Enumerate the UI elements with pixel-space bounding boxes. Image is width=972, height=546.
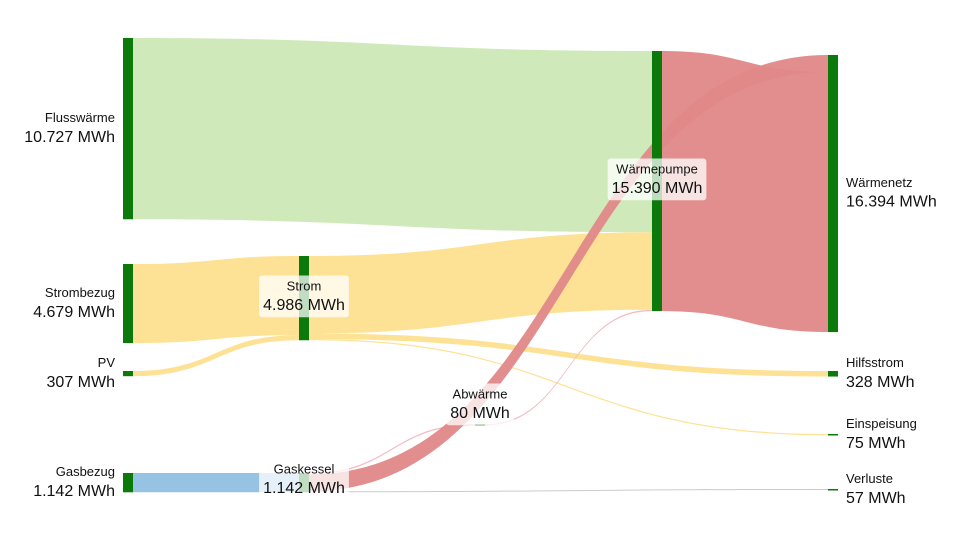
node-label: Strombezug 4.679 MWh [33, 285, 115, 321]
node-label: Gasbezug 1.142 MWh [33, 464, 115, 500]
node-bar [123, 473, 133, 493]
node-label: Verluste 57 MWh [846, 471, 906, 507]
node-value: 80 MWh [450, 405, 510, 422]
node-value: 1.142 MWh [263, 480, 345, 497]
node-name: Strom [287, 278, 322, 293]
node-name: Abwärme [453, 386, 508, 401]
node-name: Strombezug [45, 285, 115, 300]
node-value: 307 MWh [47, 374, 115, 391]
links [133, 38, 828, 493]
node-bar [123, 371, 133, 377]
link [133, 473, 299, 493]
node-name: Einspeisung [846, 416, 917, 431]
node-label: Einspeisung 75 MWh [846, 416, 917, 452]
node-value: 4.679 MWh [33, 304, 115, 321]
link [133, 335, 299, 377]
node-name: Gaskessel [274, 461, 335, 476]
node-value: 4.986 MWh [263, 297, 345, 314]
label-background [259, 458, 349, 501]
node-name: Wärmenetz [846, 175, 912, 190]
node-value: 15.390 MWh [612, 180, 703, 197]
node-label: Flusswärme 10.727 MWh [24, 110, 115, 146]
link [309, 424, 475, 475]
node-label: Wärmenetz 16.394 MWh [846, 175, 937, 211]
node-bar [828, 55, 838, 333]
node-name: Verluste [846, 471, 893, 486]
node-name: Gasbezug [56, 464, 115, 479]
node-value: 1.142 MWh [33, 483, 115, 500]
labels: Flusswärme 10.727 MWh Strombezug 4.679 MWh P… [24, 110, 936, 507]
node-label: Abwärme 80 MWh [446, 383, 514, 426]
node-label: Gaskessel 1.142 MWh [259, 458, 349, 501]
node-value: 328 MWh [846, 374, 914, 391]
label-background [446, 383, 514, 426]
node-name: PV [98, 355, 116, 370]
link [309, 489, 828, 493]
node-bar [828, 489, 838, 491]
link [309, 232, 652, 334]
label-background [607, 158, 707, 201]
label-background [259, 275, 349, 318]
node-label: Hilfsstrom 328 MWh [846, 355, 914, 391]
node-label: Strom 4.986 MWh [259, 275, 349, 318]
node-bar [123, 38, 133, 220]
node-name: Hilfsstrom [846, 355, 904, 370]
link [133, 38, 652, 233]
node-name: Flusswärme [45, 110, 115, 125]
node-value: 16.394 MWh [846, 194, 937, 211]
link [309, 333, 828, 377]
node-bar [123, 264, 133, 344]
node-label: Wärmepumpe 15.390 MWh [607, 158, 707, 201]
node-bar [828, 434, 838, 436]
link [133, 256, 299, 344]
link [662, 51, 828, 333]
link [309, 55, 828, 492]
node-label: PV 307 MWh [47, 355, 116, 391]
node-bar [828, 371, 838, 377]
link [309, 338, 828, 436]
node-value: 57 MWh [846, 490, 906, 507]
node-value: 10.727 MWh [24, 129, 115, 146]
node-value: 75 MWh [846, 435, 906, 452]
node-name: Wärmepumpe [616, 161, 698, 176]
link [485, 309, 652, 426]
